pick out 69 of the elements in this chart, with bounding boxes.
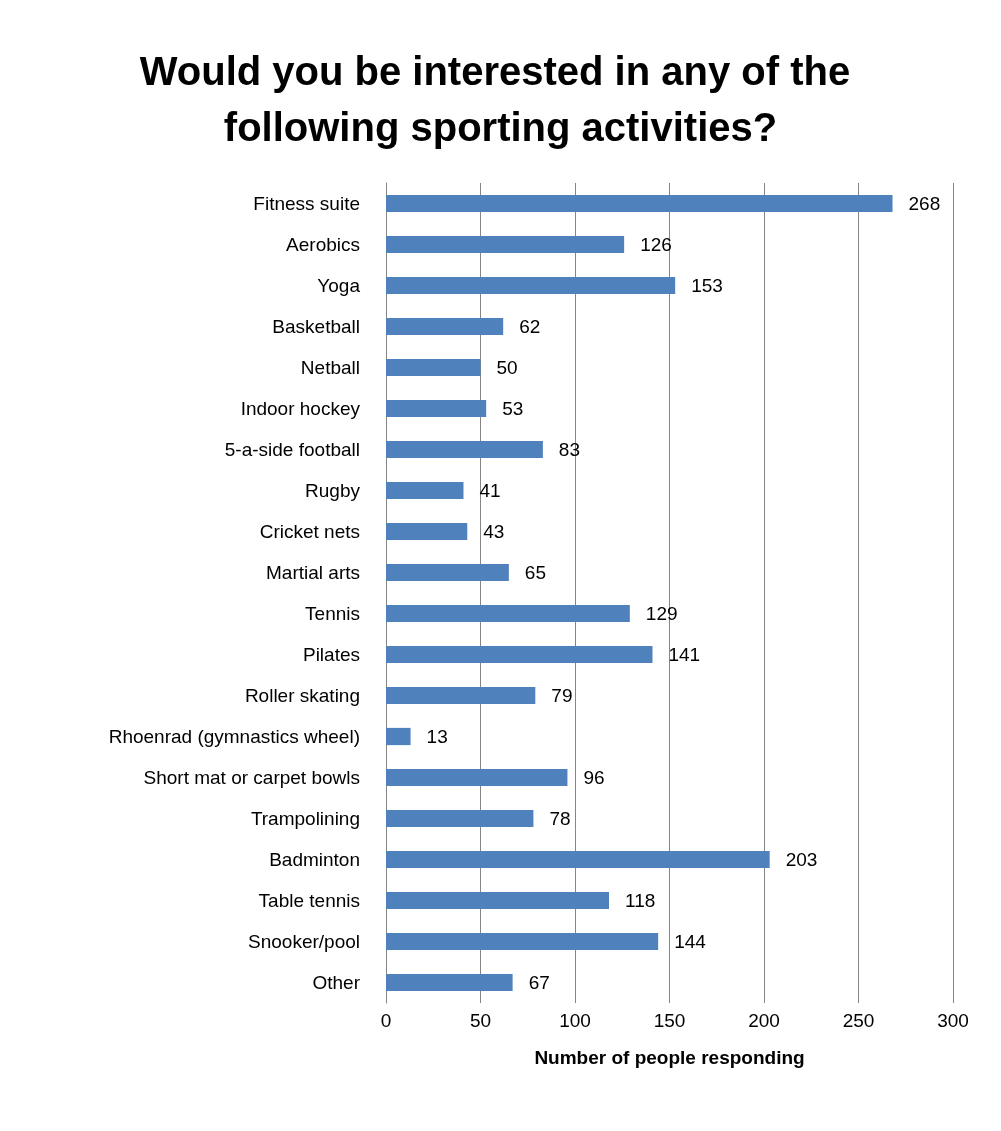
bar [386, 973, 513, 992]
data-label: 62 [519, 316, 541, 337]
y-tick-label: Snooker/pool [248, 931, 360, 952]
data-label: 78 [549, 808, 571, 829]
y-tick-label: Cricket nets [259, 521, 360, 542]
bar [386, 768, 568, 787]
data-label: 65 [524, 562, 546, 583]
data-label: 53 [502, 398, 524, 419]
bar [386, 440, 543, 459]
y-tick-label: Other [312, 972, 361, 993]
y-tick-label: Roller skating [244, 685, 360, 706]
bar [386, 235, 625, 254]
data-label: 50 [496, 357, 518, 378]
data-label: 126 [640, 234, 672, 255]
y-tick-label: Netball [300, 357, 360, 378]
y-tick-label: Trampolining [250, 808, 360, 829]
y-tick-label: Rugby [305, 480, 361, 501]
x-tick-label: 200 [748, 1010, 780, 1031]
bar [386, 194, 893, 213]
y-tick-label: Badminton [269, 849, 360, 870]
x-tick-label: 150 [653, 1010, 686, 1031]
bar [386, 932, 659, 951]
bar [386, 276, 676, 295]
data-label: 141 [668, 644, 701, 665]
data-label: 43 [483, 521, 505, 542]
bar [386, 727, 411, 746]
bar [386, 522, 468, 541]
y-tick-label: Yoga [317, 275, 361, 296]
bar [386, 604, 630, 623]
data-label: 13 [426, 726, 448, 747]
bar [386, 481, 464, 500]
x-tick-label: 0 [380, 1010, 392, 1031]
bar [386, 358, 481, 377]
data-label: 144 [674, 931, 707, 952]
y-tick-label: 5-a-side football [224, 439, 360, 460]
x-tick-label: 250 [842, 1010, 875, 1031]
y-tick-label: Martial arts [266, 562, 360, 583]
y-tick-label: Pilates [302, 644, 360, 665]
y-tick-label: Rhoenrad (gymnastics wheel) [108, 726, 360, 747]
x-tick-label: 100 [559, 1010, 591, 1031]
data-label: 203 [785, 849, 818, 870]
bar [386, 399, 487, 418]
bar [386, 686, 536, 705]
x-tick-label: 50 [469, 1010, 492, 1031]
data-label: 268 [908, 193, 941, 214]
y-tick-label: Indoor hockey [240, 398, 361, 419]
y-tick-label: Fitness suite [253, 193, 360, 214]
bar [386, 645, 653, 664]
data-label: 153 [691, 275, 723, 296]
bar [386, 891, 610, 910]
data-label: 67 [528, 972, 550, 993]
y-tick-label: Table tennis [258, 890, 360, 911]
data-label: 83 [558, 439, 581, 460]
bar [386, 317, 504, 336]
x-tick-label: 300 [937, 1010, 969, 1031]
bar [386, 809, 534, 828]
data-label: 118 [625, 890, 656, 911]
x-axis-title: Number of people responding [534, 1047, 805, 1068]
data-label: 41 [479, 480, 501, 501]
y-tick-label: Tennis [305, 603, 360, 624]
data-label: 96 [583, 767, 605, 788]
chart-title: Would you be interested in any of the following sporting activities? [139, 49, 862, 149]
y-tick-label: Short mat or carpet bowls [143, 767, 360, 788]
y-tick-label: Basketball [272, 316, 360, 337]
y-tick-label: Aerobics [286, 234, 360, 255]
data-label: 129 [645, 603, 678, 624]
data-label: 79 [551, 685, 573, 706]
bar [386, 563, 509, 582]
bar [386, 850, 770, 869]
